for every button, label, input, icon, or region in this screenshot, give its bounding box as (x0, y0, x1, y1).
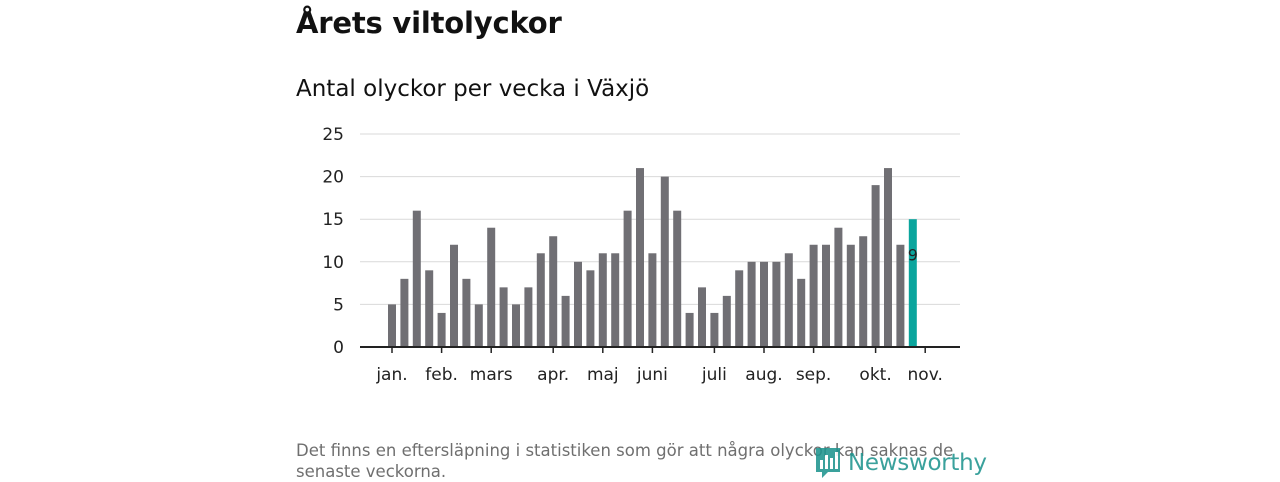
bar (512, 304, 520, 347)
bar (623, 210, 632, 347)
bar-chart: 0 5 10 15 20 25 jan. feb. mars apr. maj juni juli au… (322, 125, 960, 385)
x-tick-label: juli (701, 365, 727, 385)
x-tick-label: apr. (537, 365, 569, 385)
bar (735, 270, 744, 347)
bar (884, 168, 892, 347)
y-axis-ticks: 0 5 10 15 20 25 (322, 125, 344, 358)
bar (586, 270, 595, 347)
x-tick-label: juni (636, 365, 668, 385)
x-tick-label: mars (470, 365, 513, 385)
x-tick-label: maj (587, 365, 619, 385)
bar (747, 261, 756, 347)
bar (896, 244, 905, 347)
brand-name: Newsworthy (848, 450, 987, 476)
bar (648, 253, 657, 347)
bar (549, 236, 558, 347)
x-axis-ticks: jan. feb. mars apr. maj juni juli aug. sep. okt. n… (375, 347, 943, 385)
bar (859, 236, 868, 347)
y-tick-label: 5 (333, 295, 344, 315)
bar (636, 168, 644, 347)
bar-current-week (908, 219, 917, 347)
y-tick-label: 10 (322, 253, 344, 273)
bar (871, 185, 880, 347)
bar (809, 244, 818, 347)
bar (660, 176, 669, 347)
bar (611, 253, 620, 347)
last-value-label: 9 (908, 245, 918, 264)
bar (524, 287, 533, 347)
chart-title: Årets viltolyckor (296, 6, 562, 40)
bar (784, 253, 793, 347)
bar (772, 261, 781, 347)
bar (673, 210, 682, 347)
footnote: Det finns en eftersläpning i statistiken… (296, 441, 954, 481)
bar (685, 312, 694, 347)
bar (400, 278, 409, 347)
bar (474, 304, 483, 347)
y-tick-label: 20 (322, 168, 344, 188)
y-tick-label: 25 (322, 125, 344, 145)
x-tick-label: aug. (745, 365, 782, 385)
chart-subtitle: Antal olyckor per vecka i Växjö (296, 76, 650, 102)
bar (698, 287, 706, 347)
bar (846, 244, 855, 347)
bar (462, 278, 471, 347)
bar (760, 261, 768, 347)
bar (499, 287, 508, 347)
bar (437, 312, 446, 347)
bar (487, 227, 496, 347)
bar (561, 295, 570, 347)
bar (425, 270, 434, 347)
bar (797, 278, 806, 347)
y-tick-label: 0 (333, 338, 344, 358)
bar (722, 295, 731, 347)
x-tick-label: jan. (375, 365, 407, 385)
x-tick-label: sep. (796, 365, 832, 385)
bar (834, 227, 843, 347)
newsworthy-logo-icon (816, 448, 840, 478)
bar (574, 261, 582, 347)
x-tick-label: nov. (908, 365, 943, 385)
bar (822, 244, 830, 347)
bar (450, 244, 458, 347)
bars (388, 168, 917, 347)
bar (536, 253, 545, 347)
bar (710, 312, 719, 347)
x-tick-label: feb. (425, 365, 458, 385)
newsworthy-logo: Newsworthy (814, 446, 987, 480)
x-tick-label: okt. (859, 365, 891, 385)
bar (388, 304, 396, 347)
bar (598, 253, 607, 347)
bar (412, 210, 421, 347)
y-tick-label: 15 (322, 210, 344, 230)
